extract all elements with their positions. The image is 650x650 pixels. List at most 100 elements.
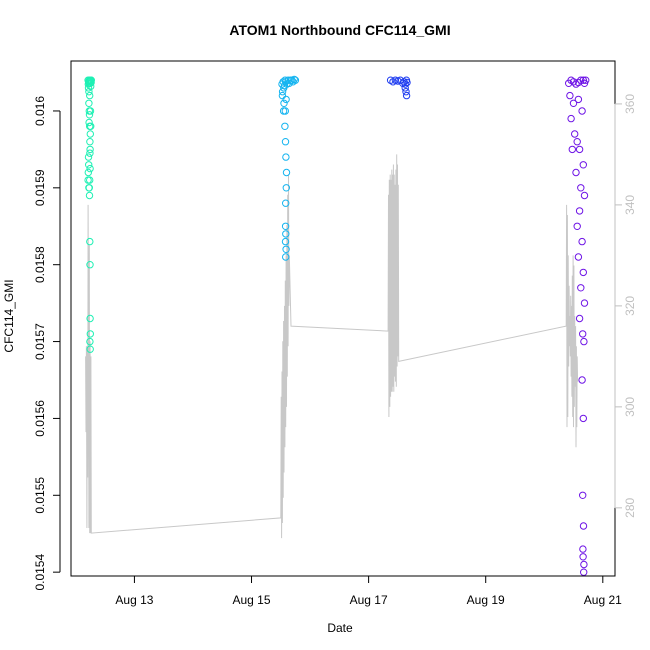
data-point <box>86 345 94 353</box>
data-point <box>575 145 584 154</box>
data-point <box>568 145 576 154</box>
left-tick-label: 0.016 <box>33 96 47 126</box>
bottom-tick-label: Aug 19 <box>467 593 505 607</box>
data-point <box>575 314 584 323</box>
data-point <box>86 176 94 184</box>
data-point <box>85 99 93 108</box>
data-point <box>282 153 290 161</box>
data-point <box>580 191 589 200</box>
data-point <box>282 95 290 104</box>
data-point <box>579 330 587 338</box>
data-point <box>578 376 586 384</box>
bottom-axis: Aug 13 Aug 15 Aug 17 Aug 19 Aug 21 <box>115 575 622 607</box>
data-point <box>86 237 94 246</box>
data-point <box>401 84 409 92</box>
data-point <box>580 560 588 569</box>
right-tick-label: 300 <box>623 397 637 417</box>
data-point <box>86 130 95 138</box>
data-point <box>86 138 94 146</box>
data-point <box>282 168 291 177</box>
data-point <box>282 230 290 238</box>
data-point <box>86 107 95 115</box>
data-point <box>85 161 93 169</box>
data-point <box>569 78 578 86</box>
data-point <box>86 164 94 173</box>
data-point <box>85 184 94 192</box>
data-point <box>580 568 588 576</box>
chart-title: ATOM1 Northbound CFC114_GMI <box>229 22 450 38</box>
line-series <box>85 154 579 539</box>
data-point <box>577 284 585 292</box>
data-point <box>86 145 94 154</box>
left-tick-label: 0.0155 <box>33 477 47 514</box>
data-point <box>402 88 410 96</box>
bottom-tick-label: Aug 17 <box>350 593 388 607</box>
data-point <box>281 237 290 246</box>
point-series <box>84 75 590 576</box>
data-point <box>85 118 93 127</box>
data-point <box>87 76 96 84</box>
data-point <box>87 78 95 87</box>
data-point <box>579 545 587 553</box>
data-point <box>281 222 290 231</box>
data-point <box>280 99 288 108</box>
data-point <box>578 237 586 246</box>
data-point <box>573 222 581 231</box>
data-point <box>87 122 95 131</box>
data-point <box>566 91 574 100</box>
data-point <box>281 107 289 115</box>
data-point <box>577 184 585 192</box>
data-point <box>579 553 587 561</box>
data-point <box>579 522 588 530</box>
data-point <box>86 261 94 269</box>
data-point <box>575 207 584 215</box>
data-point <box>582 76 590 84</box>
left-tick-label: 0.0157 <box>33 323 47 360</box>
data-point <box>291 76 300 84</box>
left-tick-label: 0.0158 <box>33 246 47 283</box>
data-point <box>86 314 94 323</box>
data-point <box>282 184 290 192</box>
data-point <box>578 107 586 115</box>
data-point <box>402 91 411 100</box>
data-point <box>86 330 95 338</box>
left-tick-label: 0.0156 <box>33 400 47 437</box>
data-point <box>84 153 93 161</box>
left-tick-label: 0.0159 <box>33 169 47 206</box>
data-point <box>580 337 588 346</box>
data-point <box>579 491 587 499</box>
data-point <box>567 114 575 123</box>
data-point <box>85 88 93 96</box>
data-point <box>579 161 587 169</box>
bottom-tick-label: Aug 21 <box>584 593 622 607</box>
data-point <box>282 253 290 261</box>
data-point <box>85 191 94 200</box>
bottom-tick-label: Aug 13 <box>115 593 153 607</box>
right-tick-label: 340 <box>623 195 637 215</box>
right-tick-label: 320 <box>623 296 637 316</box>
data-point <box>282 245 290 254</box>
data-point <box>85 111 94 119</box>
data-point <box>278 91 287 100</box>
data-point <box>580 299 589 307</box>
data-point <box>84 168 93 177</box>
data-point <box>86 337 94 346</box>
data-point <box>571 130 579 138</box>
data-point <box>86 149 94 157</box>
right-tick-label: 360 <box>623 94 637 114</box>
right-tick-label: 280 <box>623 497 637 517</box>
data-point <box>290 75 298 84</box>
data-point <box>573 138 581 146</box>
data-point <box>579 268 587 277</box>
bottom-tick-label: Aug 15 <box>232 593 270 607</box>
data-point <box>86 91 94 100</box>
x-axis-label: Date <box>327 621 353 635</box>
data-point <box>401 80 409 88</box>
data-point <box>574 95 583 104</box>
data-point <box>282 199 290 207</box>
data-point <box>403 78 411 87</box>
data-point <box>569 99 578 108</box>
right-axis: 280 300 320 340 360 <box>614 94 637 518</box>
